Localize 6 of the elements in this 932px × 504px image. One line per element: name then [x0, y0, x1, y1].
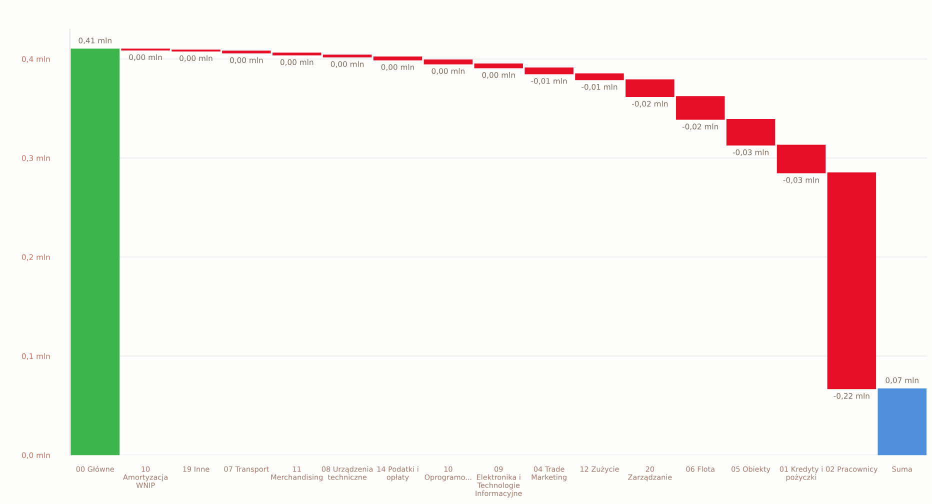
bar	[70, 48, 120, 456]
bar	[726, 118, 776, 146]
bar	[878, 388, 926, 456]
bar	[373, 56, 422, 60]
bar	[827, 172, 876, 390]
bar	[776, 144, 826, 174]
